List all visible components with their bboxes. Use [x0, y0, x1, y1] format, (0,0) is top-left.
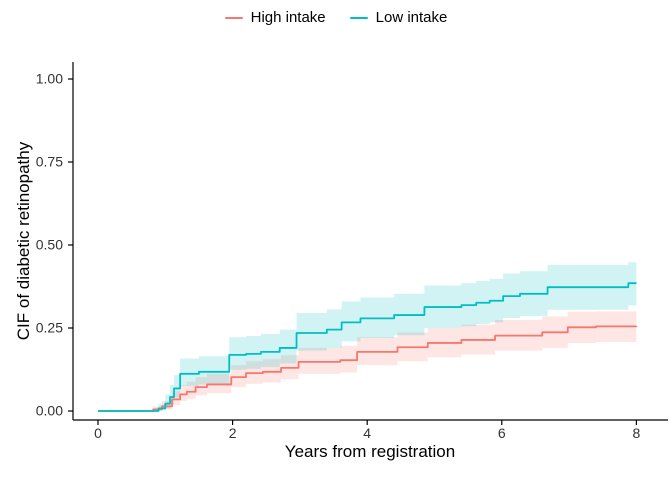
y-tick-label: 0.25: [36, 320, 63, 336]
x-tick-label: 2: [229, 425, 237, 441]
legend-item-high-intake: High intake: [224, 9, 326, 26]
x-tick-label: 8: [633, 425, 641, 441]
legend-line-low-intake-icon: [349, 16, 368, 19]
cif-line-high-intake: [98, 325, 638, 412]
x-tick-label: 4: [363, 425, 371, 441]
legend-label-high-intake: High intake: [250, 9, 326, 26]
legend-label-low-intake: Low intake: [375, 9, 448, 26]
x-axis-title: Years from registration: [284, 442, 456, 461]
legend: High intake Low intake: [0, 10, 672, 25]
y-axis-title: CIF of diabetic retinopathy: [14, 141, 33, 341]
confidence-band-low-intake: [98, 262, 637, 411]
legend-item-low-intake: Low intake: [349, 9, 448, 26]
y-tick-label: 0.75: [36, 154, 63, 170]
cif-line-low-intake: [98, 282, 637, 412]
y-tick-label: 0.00: [36, 403, 63, 419]
legend-line-high-intake-icon: [224, 16, 243, 19]
x-tick-label: 6: [498, 425, 506, 441]
y-tick-label: 1.00: [36, 71, 63, 87]
y-tick-label: 0.50: [36, 237, 63, 253]
x-tick-label: 0: [94, 425, 102, 441]
